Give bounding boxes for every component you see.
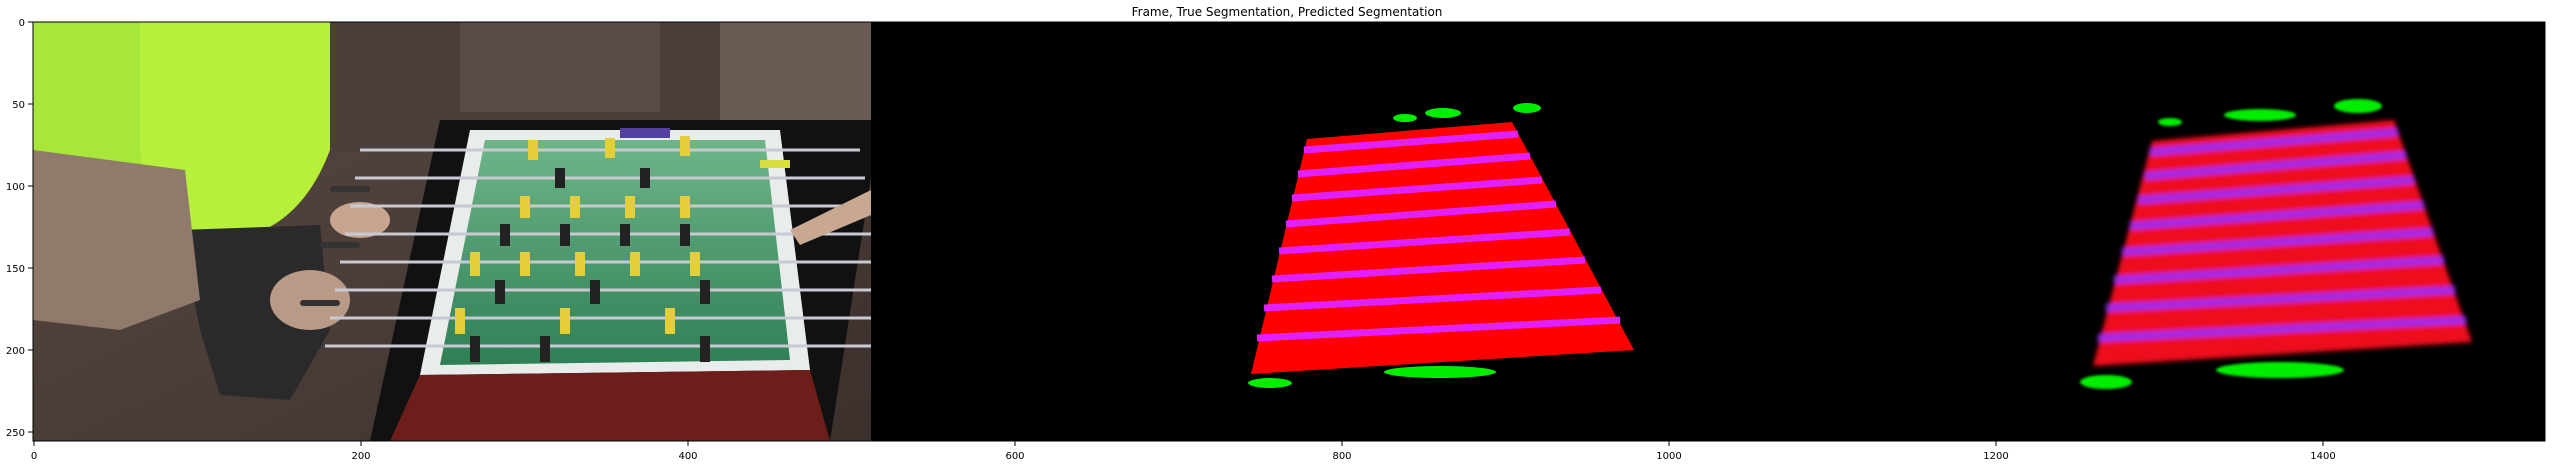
y-tick-label: 150 xyxy=(6,264,25,275)
x-tick-label: 400 xyxy=(678,451,697,462)
y-tick-label: 100 xyxy=(6,182,25,193)
figure-title: Frame, True Segmentation, Predicted Segm… xyxy=(1132,5,1443,19)
predicted-segmentation-panel xyxy=(1709,22,2545,441)
x-tick-label: 600 xyxy=(1005,451,1024,462)
y-tick-label: 200 xyxy=(6,346,25,357)
x-tick-label: 200 xyxy=(351,451,370,462)
axes xyxy=(32,21,2546,442)
x-tick-label: 1000 xyxy=(1656,451,1681,462)
x-tick-label: 1200 xyxy=(1983,451,2008,462)
x-tick-label: 0 xyxy=(31,451,37,462)
frame-panel xyxy=(33,22,935,441)
foosball-table xyxy=(300,120,935,441)
x-tick-label: 1400 xyxy=(2310,451,2335,462)
y-axis: 0 50 100 150 200 250 xyxy=(6,18,33,439)
x-axis: 0 200 400 600 800 1000 1200 1400 xyxy=(31,441,2336,462)
y-tick-label: 250 xyxy=(6,428,25,439)
x-tick-label: 800 xyxy=(1332,451,1351,462)
player-right-arm xyxy=(790,190,871,245)
y-tick-label: 50 xyxy=(12,100,25,111)
y-tick-label: 0 xyxy=(19,18,25,29)
player-left xyxy=(33,22,390,400)
true-segmentation-panel xyxy=(871,22,1709,441)
